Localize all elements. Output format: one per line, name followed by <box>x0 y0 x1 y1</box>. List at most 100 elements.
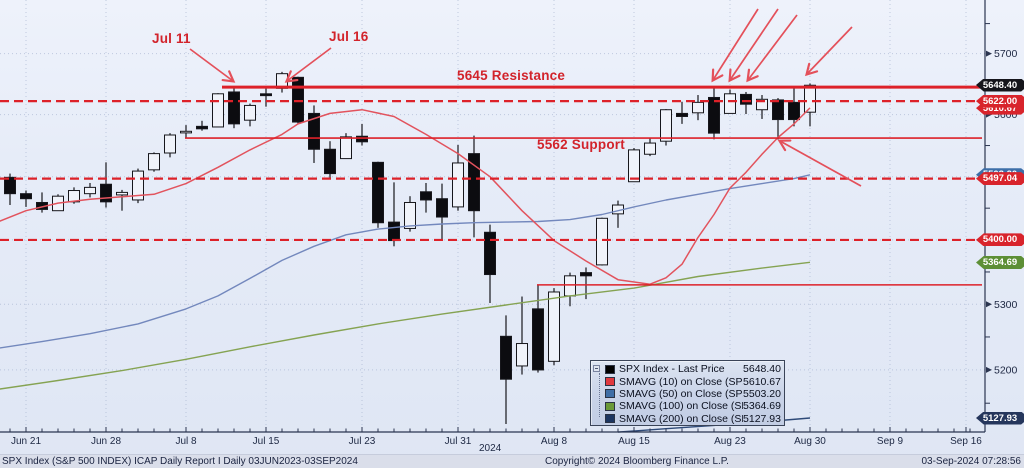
gridlines <box>0 0 985 432</box>
candle-down <box>676 112 688 117</box>
candle-down <box>436 198 448 218</box>
x-tick-label: Aug 23 <box>714 436 746 447</box>
candle-down <box>484 231 496 276</box>
jul-11-annotation: Jul 11 <box>152 31 191 46</box>
smavg200-swatch-icon <box>605 414 615 424</box>
candle-up <box>340 136 352 160</box>
smavg100-line <box>0 261 811 390</box>
y-tick-label: 5700 <box>994 48 1018 60</box>
candle-down <box>228 91 240 125</box>
candle-down <box>4 176 16 195</box>
ticker-description-text: SPX Index (S&P 500 INDEX) ICAP Daily Rep… <box>2 456 358 467</box>
candle-down <box>708 96 720 134</box>
candle-up <box>660 109 672 142</box>
smavg100-swatch-icon <box>605 401 615 411</box>
axes: Jun 21 Jun 28 Jul 8 Jul 15 Jul 23 Jul 31 Aug 8… <box>0 0 1018 447</box>
support-arrow <box>777 139 862 187</box>
legend-series-label: SMAVG (50) on Close (SPX) <box>619 387 744 400</box>
price-tag-5497.04: 5497.04 <box>976 172 1024 186</box>
resistance-arrow-2 <box>728 8 779 83</box>
x-tick-label: Aug 30 <box>794 436 826 447</box>
legend-series-label: SMAVG (100) on Close (SPX) <box>619 400 743 413</box>
x-tick-label: Jul 23 <box>349 436 376 447</box>
x-tick-label: Sep 9 <box>877 436 904 447</box>
legend-series-label: SMAVG (10) on Close (SPX) <box>619 375 744 388</box>
x-tick-label: Aug 8 <box>541 436 568 447</box>
smavg50-line <box>0 174 811 349</box>
legend-series-value: 5648.40 <box>743 363 781 376</box>
last-candle-arrow <box>805 26 853 77</box>
price-tag-5400.00: 5400.00 <box>976 233 1024 247</box>
copyright-text: Copyright© 2024 Bloomberg Finance L.P. <box>545 456 729 467</box>
legend-row[interactable]: SMAVG (50) on Close (SPX) 5503.20 <box>605 388 781 400</box>
x-tick-label: Jul 15 <box>253 436 280 447</box>
smavg50-swatch-icon <box>605 389 615 399</box>
candle-down <box>788 101 800 121</box>
candle-down <box>580 272 592 277</box>
legend-expander-icon[interactable] <box>593 365 600 372</box>
price-tag-5364.69: 5364.69 <box>976 256 1024 269</box>
legend-series-value: 5127.93 <box>743 412 781 425</box>
x-tick-label: Jul 31 <box>445 436 472 447</box>
candle-up <box>164 134 176 154</box>
legend-row[interactable]: SPX Index - Last Price 5648.40 <box>605 363 781 375</box>
legend-row[interactable]: SMAVG (200) on Close (SPX) 5127.93 <box>605 413 781 425</box>
price-tag-5127.93: 5127.93 <box>976 411 1024 425</box>
candles[interactable] <box>0 71 816 425</box>
candle-up <box>148 153 160 171</box>
last-price-swatch-icon <box>605 364 615 374</box>
candle-down <box>372 161 384 224</box>
jul-16-arrow <box>284 47 332 83</box>
x-tick-label: Aug 15 <box>618 436 650 447</box>
candle-up <box>516 343 528 367</box>
candle-down <box>260 93 272 97</box>
candle-up <box>644 142 656 155</box>
price-tag-5622.00: 5622.00 <box>976 94 1024 108</box>
candle-down <box>740 93 752 105</box>
candle-up <box>596 217 608 266</box>
jul-16-annotation: Jul 16 <box>329 29 369 44</box>
candle-up <box>84 186 96 195</box>
candle-up <box>404 201 416 229</box>
legend-row[interactable]: SMAVG (100) on Close (SPX) 5364.69 <box>605 400 781 412</box>
candle-down <box>196 125 208 130</box>
legend-series-value: 5610.67 <box>743 375 781 388</box>
candle-up <box>804 84 816 113</box>
resistance-arrow-3 <box>746 14 798 83</box>
candle-up <box>212 93 224 128</box>
candle-down <box>388 221 400 242</box>
legend-series-value: 5503.20 <box>743 387 781 400</box>
chart-legend: SPX Index - Last Price 5648.40 SMAVG (10… <box>590 360 785 426</box>
candle-down <box>420 191 432 201</box>
candle-down <box>468 153 480 212</box>
legend-series-value: 5364.69 <box>743 400 781 413</box>
y-tick-label: 5300 <box>994 299 1018 311</box>
jul-11-arrow <box>189 48 236 83</box>
candle-down <box>20 193 32 200</box>
legend-series-label: SMAVG (200) on Close (SPX) <box>619 412 743 425</box>
candle-up <box>244 104 256 121</box>
candle-down <box>100 183 112 203</box>
candle-up <box>564 275 576 297</box>
candle-down <box>500 335 512 380</box>
x-tick-label: Sep 16 <box>950 436 982 447</box>
candle-up <box>116 191 128 196</box>
candle-down <box>532 308 544 371</box>
smavg10-line <box>0 107 811 285</box>
x-tick-label: Jun 28 <box>91 436 121 447</box>
candle-down <box>308 112 320 150</box>
status-bar: SPX Index (S&P 500 INDEX) ICAP Daily Rep… <box>0 454 1024 468</box>
x-tick-label: Jul 8 <box>175 436 197 447</box>
candle-up <box>756 98 768 111</box>
candle-up <box>692 101 704 114</box>
candle-up <box>452 162 464 208</box>
resistance-arrow-1 <box>711 8 759 83</box>
candle-down <box>356 135 368 143</box>
smavg10-swatch-icon <box>605 377 615 387</box>
legend-row[interactable]: SMAVG (10) on Close (SPX) 5610.67 <box>605 375 781 388</box>
legend-series-label: SPX Index - Last Price <box>619 363 725 376</box>
y-tick-label: 5200 <box>994 364 1018 376</box>
timestamp-text: 03-Sep-2024 07:28:56 <box>921 456 1021 467</box>
candle-up <box>628 149 640 183</box>
candle-up <box>724 93 736 114</box>
